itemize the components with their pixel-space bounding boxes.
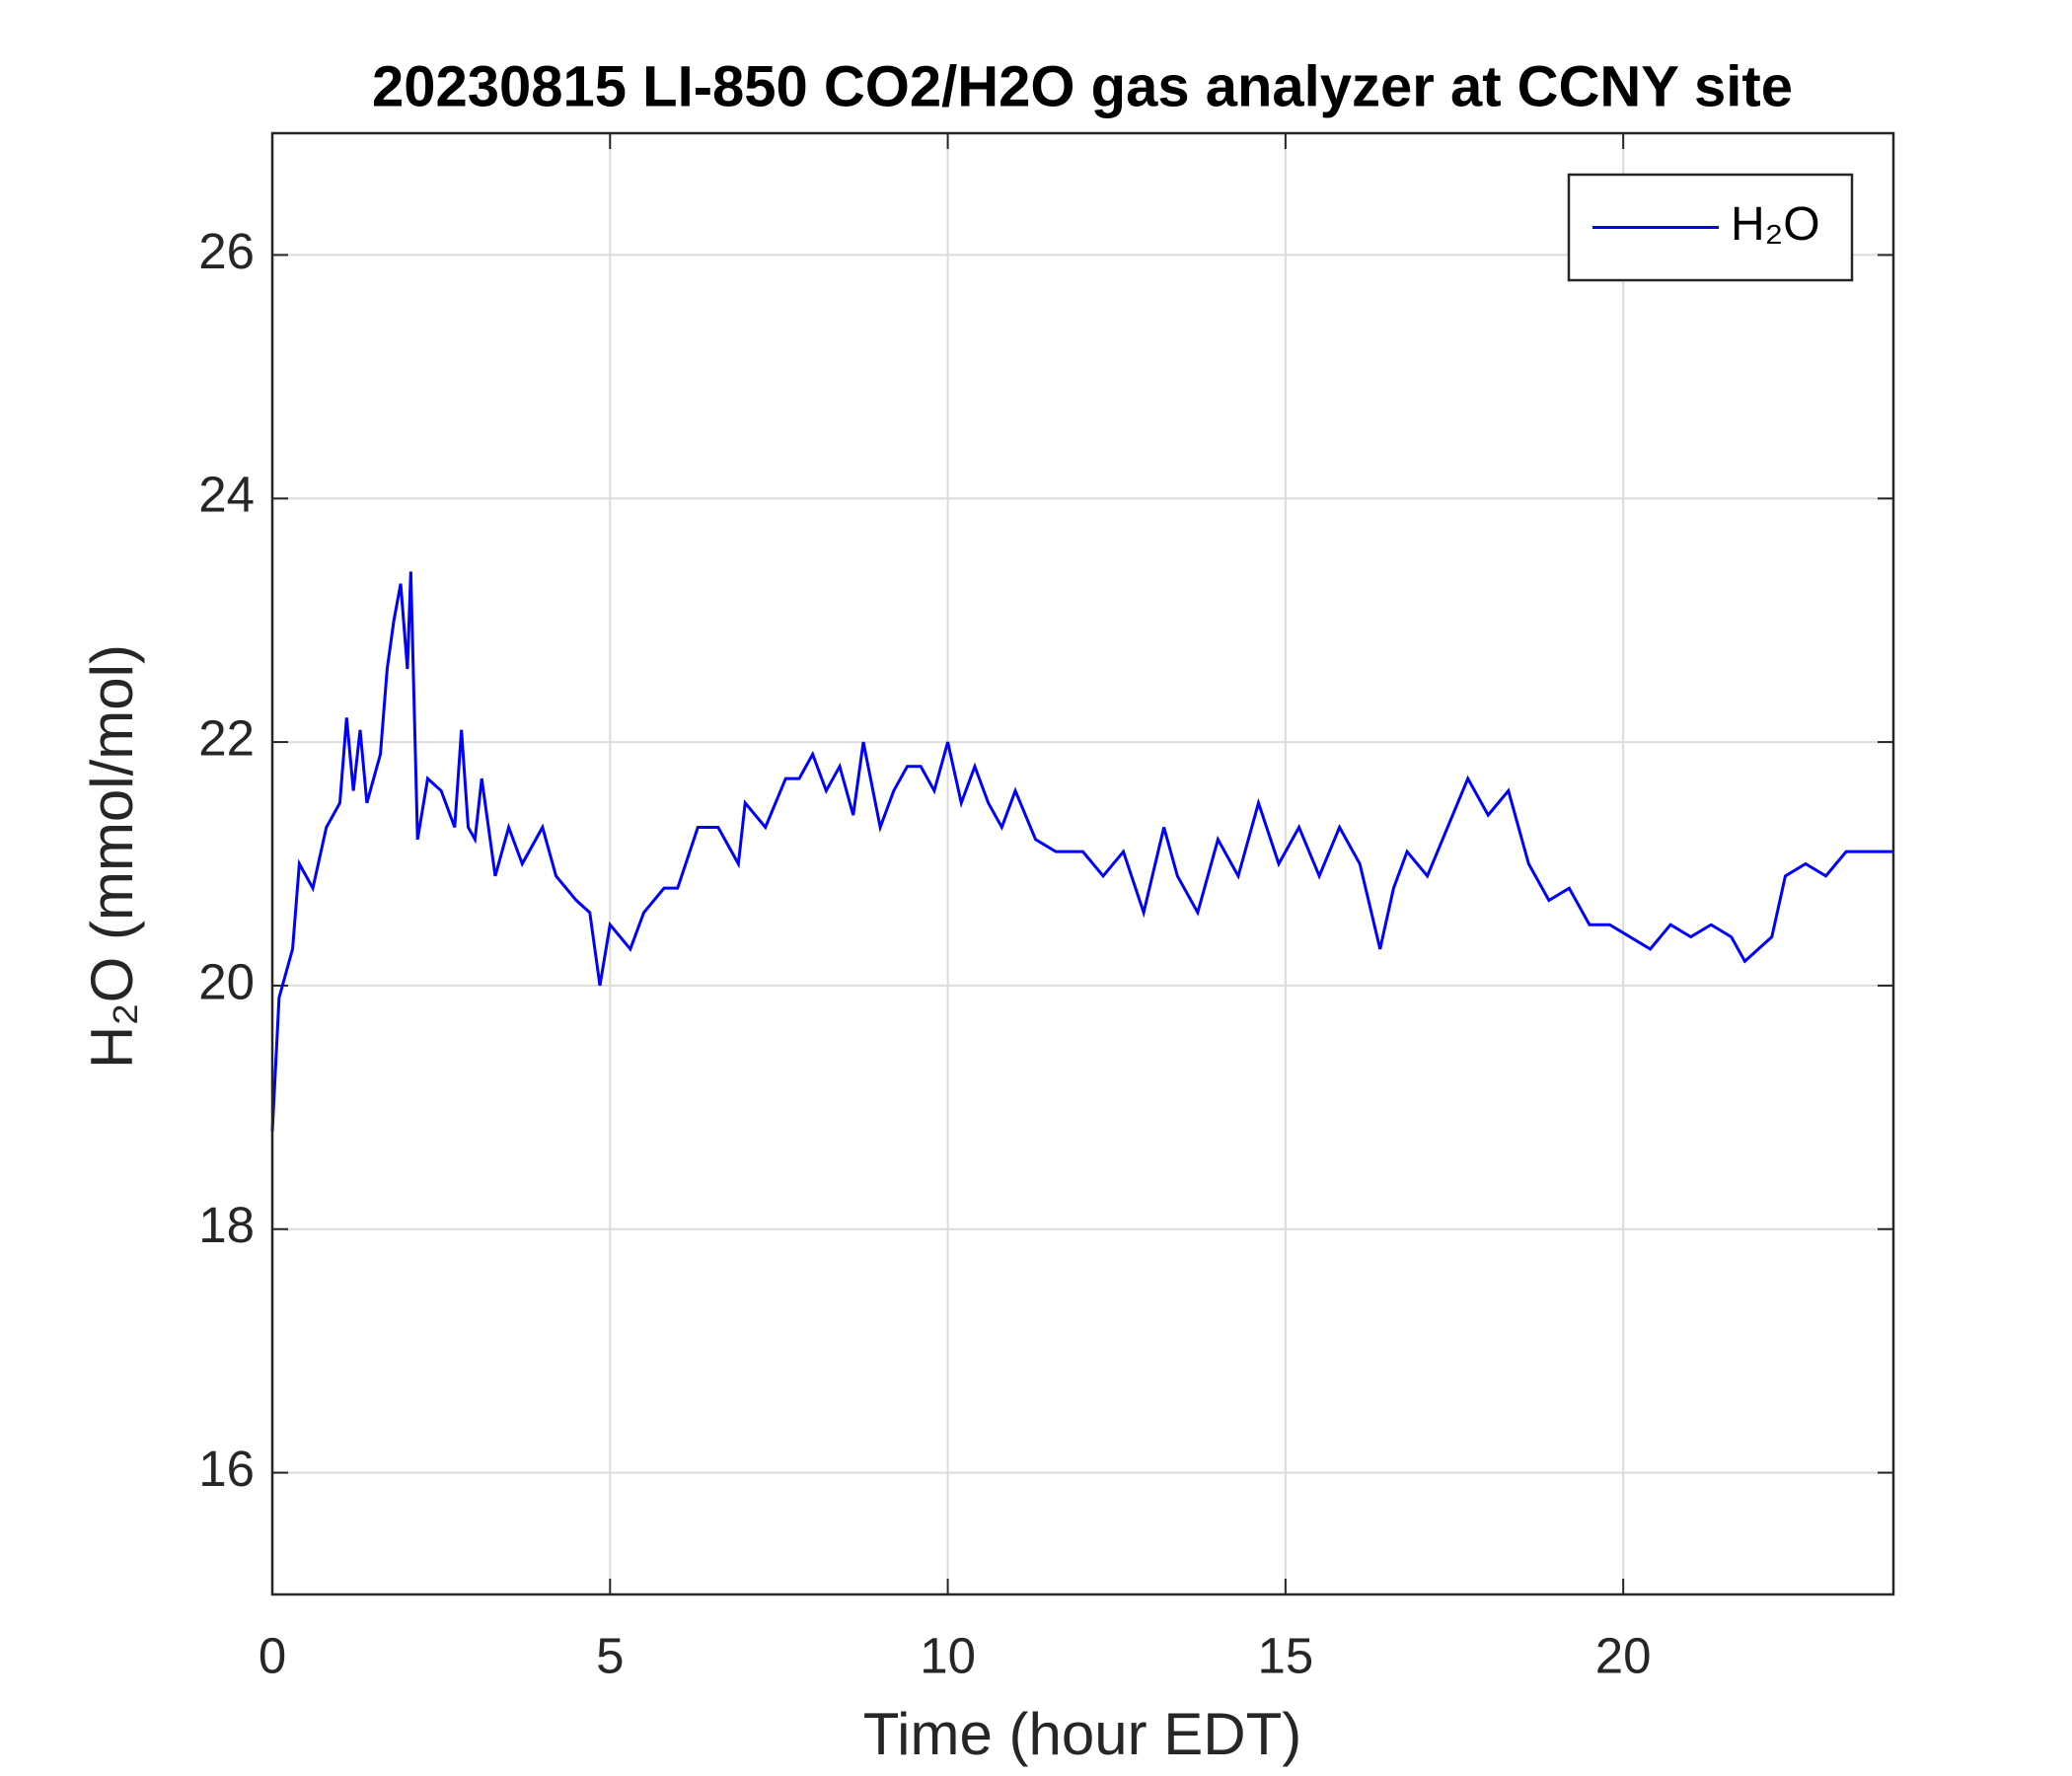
y-tick-label: 24 [198,467,255,523]
data-line [270,571,1893,1133]
x-tick-label: 5 [596,1627,624,1683]
x-tick-label: 20 [1595,1627,1652,1683]
x-tick-label: 10 [920,1627,976,1683]
x-tick-label: 0 [259,1627,286,1683]
y-tick-label: 20 [198,953,255,1009]
y-tick-label: 16 [198,1441,255,1497]
axes-box [270,131,1895,1596]
y-tick-label: 26 [198,223,255,279]
x-tick-label: 15 [1258,1627,1314,1683]
chart-title: 20230815 LI-850 CO2/H2O gas analyzer at … [372,54,1793,118]
x-axis-label: Time (hour EDT) [863,1701,1302,1767]
y-tick-label: 22 [198,710,255,767]
y-tick-label: 18 [198,1197,255,1253]
legend-label: H₂O [1731,198,1820,251]
y-axis-label: H₂O (mmol/mol) [79,644,145,1069]
